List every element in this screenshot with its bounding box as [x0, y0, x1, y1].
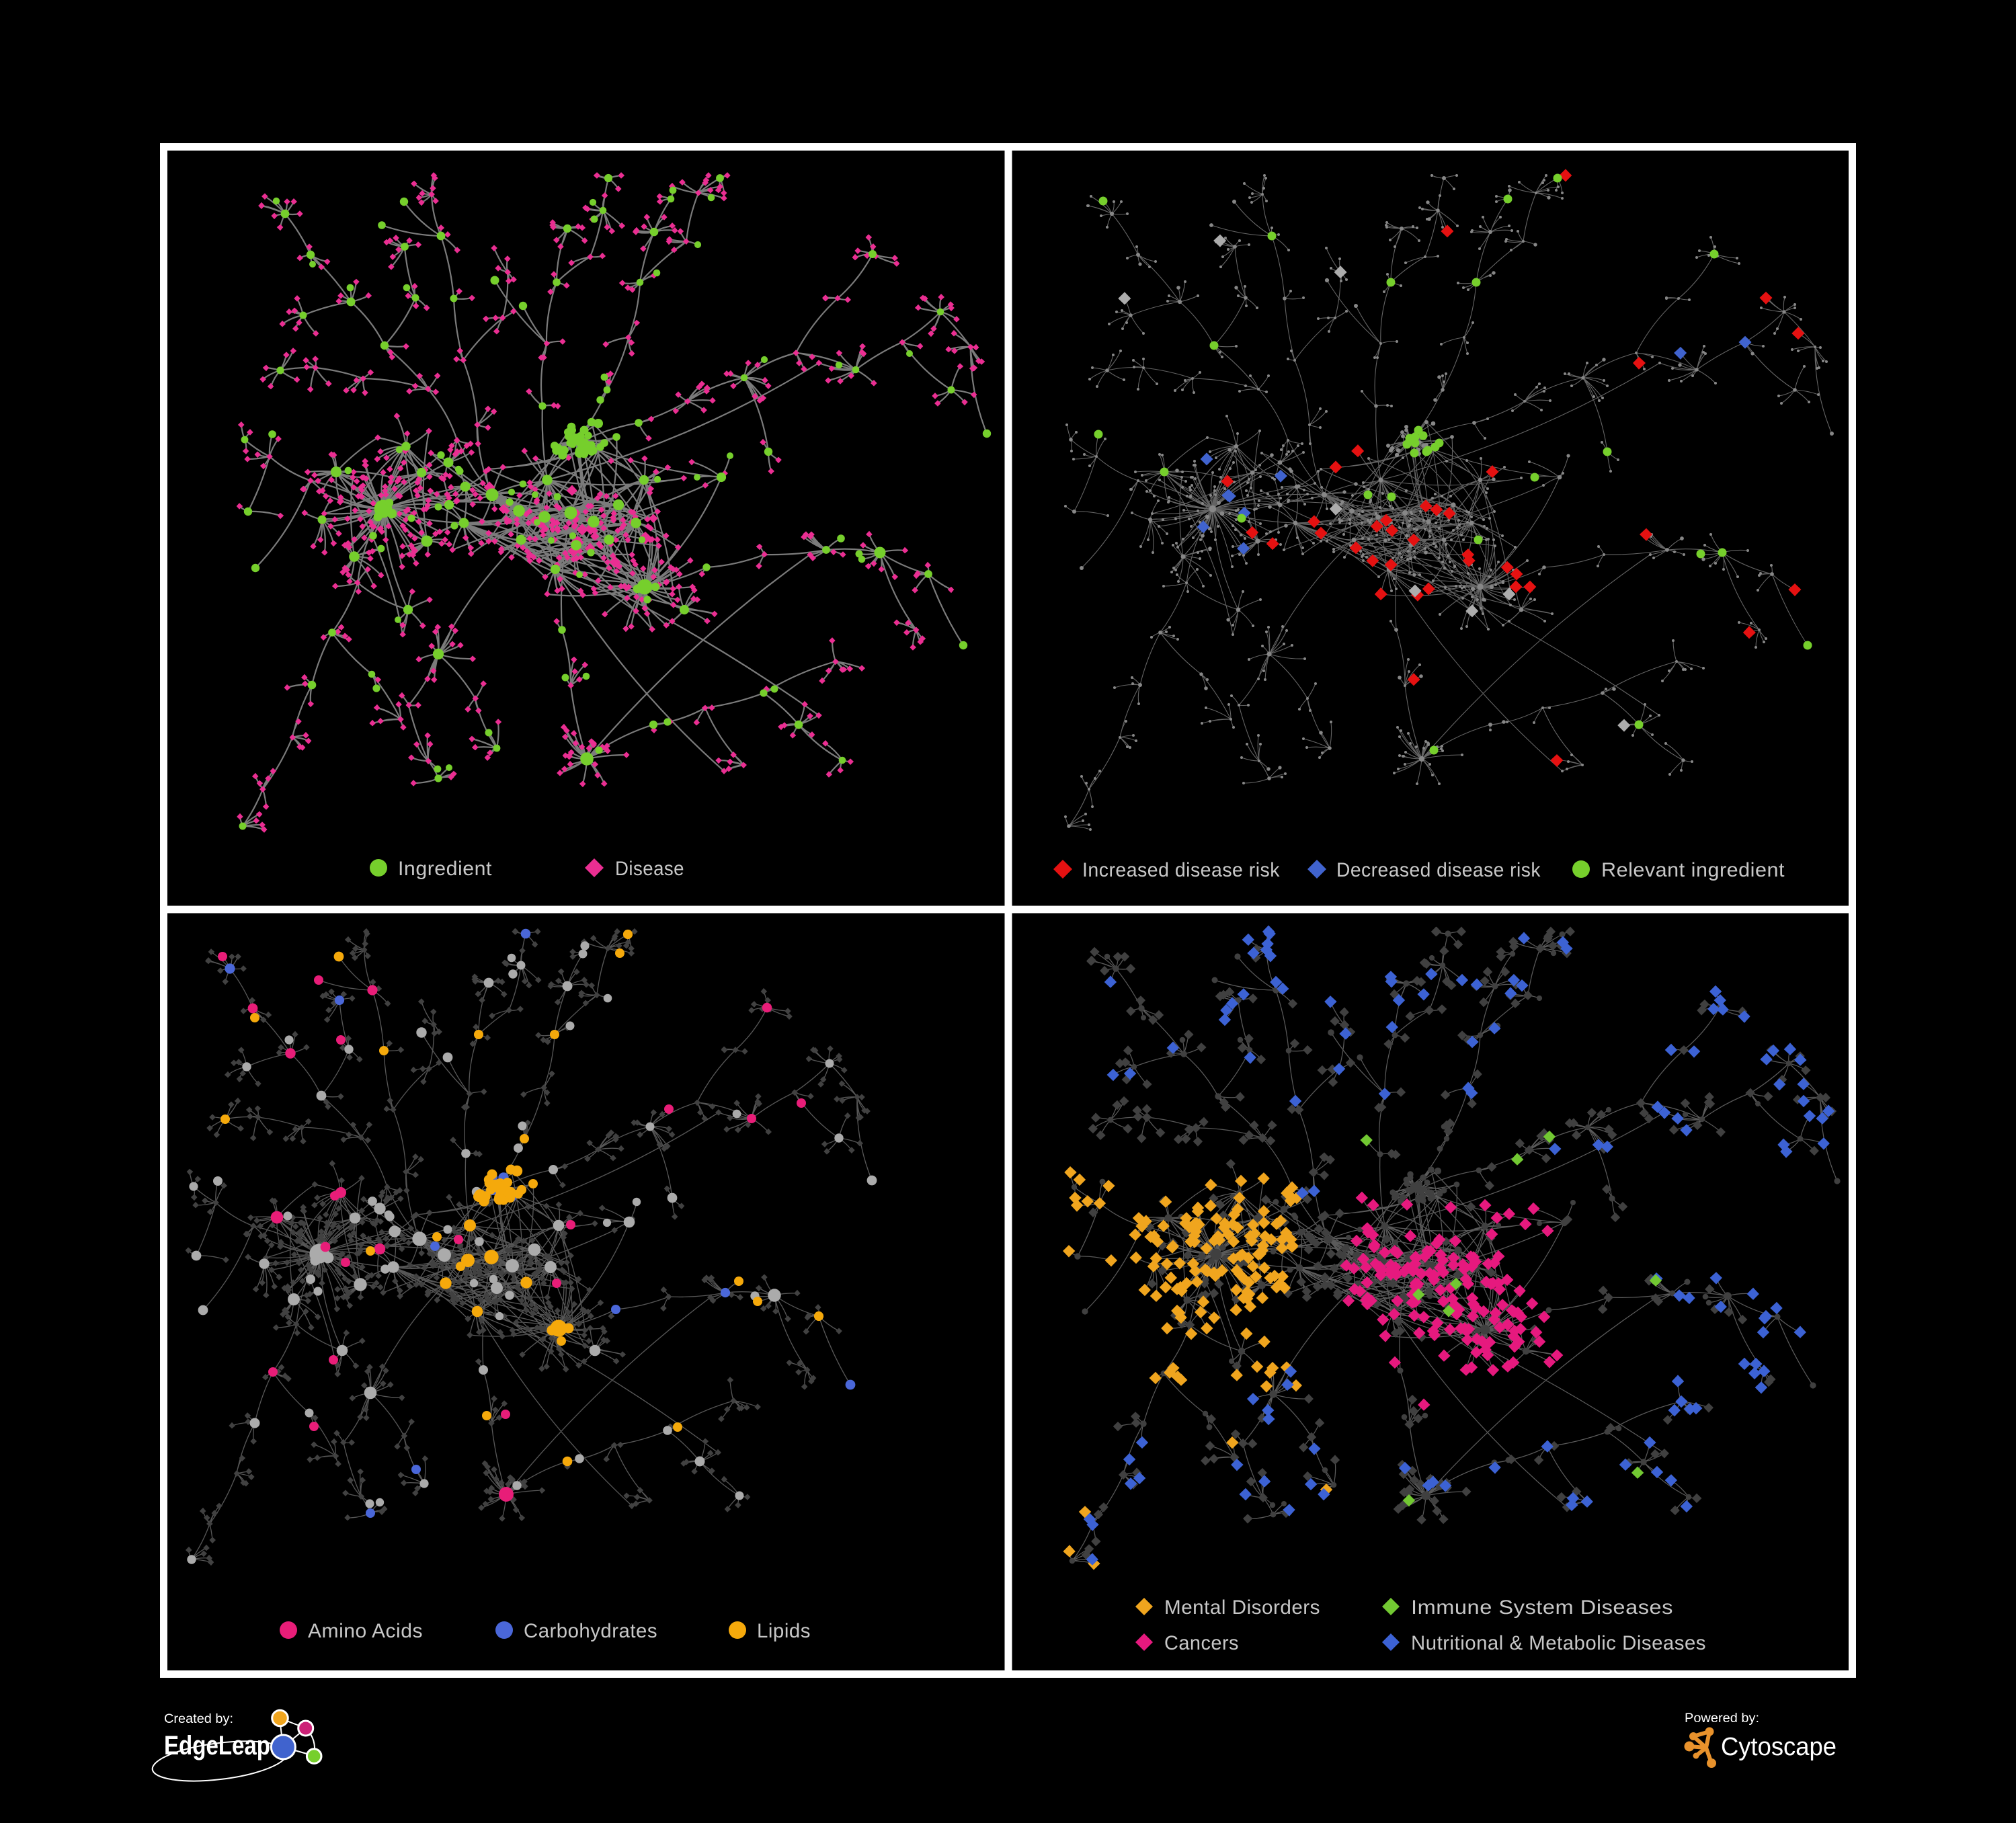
svg-text:Immune System Diseases: Immune System Diseases	[1411, 1596, 1673, 1619]
svg-text:Mental Disorders: Mental Disorders	[1164, 1596, 1320, 1619]
svg-text:Disease: Disease	[615, 858, 684, 880]
svg-text:Increased disease risk: Increased disease risk	[1082, 859, 1280, 881]
svg-text:Ingredient: Ingredient	[398, 858, 492, 880]
svg-text:Relevant ingredient: Relevant ingredient	[1601, 859, 1785, 881]
svg-text:EdgeLeap: EdgeLeap	[164, 1731, 270, 1760]
svg-text:Lipids: Lipids	[757, 1620, 811, 1642]
svg-text:Cancers: Cancers	[1164, 1632, 1239, 1654]
svg-text:Nutritional & Metabolic Diseas: Nutritional & Metabolic Diseases	[1411, 1632, 1706, 1654]
svg-text:Powered by:: Powered by:	[1685, 1711, 1759, 1726]
svg-text:Amino Acids: Amino Acids	[308, 1620, 423, 1642]
svg-text:Created by:: Created by:	[164, 1712, 233, 1726]
svg-text:Decreased disease risk: Decreased disease risk	[1336, 859, 1541, 881]
svg-text:Carbohydrates: Carbohydrates	[524, 1620, 657, 1642]
svg-text:Cytoscape: Cytoscape	[1721, 1733, 1837, 1761]
